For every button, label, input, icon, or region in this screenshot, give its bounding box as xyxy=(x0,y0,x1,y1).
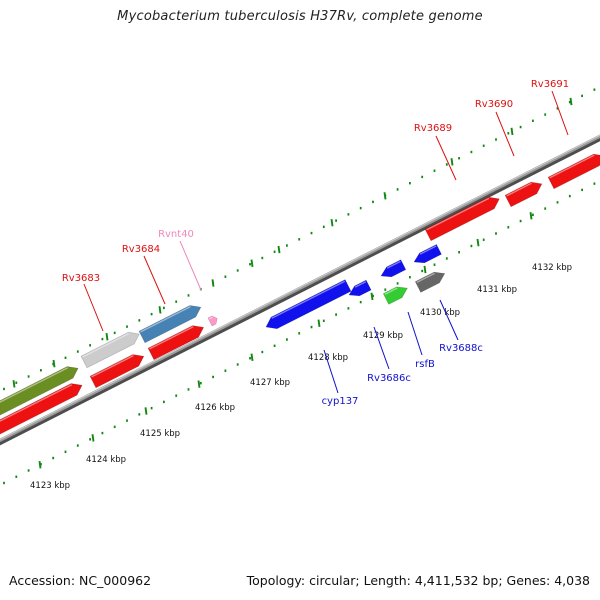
feature-layer xyxy=(0,153,600,442)
label-rvnt40: Rvnt40 xyxy=(158,229,194,240)
forward-gene xyxy=(207,315,218,327)
major-tick xyxy=(144,407,148,415)
label-rv3683: Rv3683 xyxy=(62,273,100,284)
major-tick xyxy=(250,259,254,267)
reverse-gene xyxy=(414,271,446,293)
label-cyp137-leader xyxy=(323,349,339,394)
major-tick xyxy=(450,158,454,166)
label-rv3686c: Rv3686c xyxy=(367,373,411,384)
major-tick xyxy=(52,359,56,368)
label-cyp137: cyp137 xyxy=(322,396,359,407)
major-tick xyxy=(12,380,16,388)
major-tick xyxy=(317,319,321,327)
accession-text: Accession: NC_000962 xyxy=(9,573,152,588)
forward-gene xyxy=(138,305,202,344)
label-rv3686c-leader xyxy=(373,326,390,370)
scale-label: 4130 kbp xyxy=(420,308,460,318)
label-rv3689-leader xyxy=(435,135,457,181)
scale-label: 4132 kbp xyxy=(532,263,572,273)
forward-gene xyxy=(504,181,543,208)
reverse-gene xyxy=(413,244,442,264)
forward-gene xyxy=(80,331,140,369)
label-rv3691-leader xyxy=(551,90,569,136)
major-tick xyxy=(277,245,281,254)
label-rsfb-leader xyxy=(407,311,423,356)
major-tick xyxy=(569,97,573,106)
forward-gene xyxy=(424,196,500,242)
major-tick xyxy=(529,212,533,220)
backbone-layer xyxy=(0,134,600,446)
major-tick xyxy=(370,292,374,301)
scale-label: 4128 kbp xyxy=(308,353,348,363)
forward-tick-track xyxy=(3,88,596,391)
major-tick xyxy=(91,434,95,442)
genome-title: Mycobacterium tuberculosis H37Rv, comple… xyxy=(117,9,483,24)
label-rv3683-leader xyxy=(83,283,104,332)
scale-label: 4129 kbp xyxy=(363,331,403,341)
major-tick xyxy=(197,380,201,388)
major-tick xyxy=(105,333,109,341)
forward-gene xyxy=(147,325,205,361)
scale-label: 4124 kbp xyxy=(86,455,126,465)
major-tick xyxy=(211,279,215,287)
label-rv3690-leader xyxy=(495,111,515,157)
label-rv3684: Rv3684 xyxy=(122,244,160,255)
label-rv3689: Rv3689 xyxy=(414,123,452,134)
genome-summary-text: Topology: circular; Length: 4,411,532 bp… xyxy=(246,573,590,588)
major-tick xyxy=(510,127,514,136)
label-layer: 4123 kbp 4124 kbp 4125 kbp 4126 kbp 4127 kbp… xyxy=(30,79,572,491)
reverse-gene xyxy=(382,286,408,305)
major-tick xyxy=(476,238,480,247)
forward-gene xyxy=(547,153,600,190)
scale-label: 4123 kbp xyxy=(30,481,70,491)
label-rv3690: Rv3690 xyxy=(475,99,513,110)
reverse-gene xyxy=(380,259,407,278)
label-rvnt40-leader xyxy=(179,240,202,291)
tick-layer xyxy=(3,88,596,485)
reverse-gene xyxy=(348,279,372,297)
label-rv3688c: Rv3688c xyxy=(439,343,483,354)
genome-backbone xyxy=(0,134,600,446)
major-tick xyxy=(423,265,427,274)
major-tick xyxy=(158,306,162,314)
forward-gene xyxy=(89,354,145,389)
scale-label: 4127 kbp xyxy=(250,378,290,388)
label-rv3691: Rv3691 xyxy=(531,79,569,90)
label-rsfb: rsfB xyxy=(415,359,435,370)
major-tick xyxy=(38,460,42,469)
scale-label: 4125 kbp xyxy=(140,429,180,439)
scale-label: 4131 kbp xyxy=(477,285,517,295)
reverse-tick-track xyxy=(3,182,596,485)
label-rv3688c-leader xyxy=(439,299,459,341)
forward-gene xyxy=(0,383,83,442)
major-tick xyxy=(330,218,334,227)
label-rv3684-leader xyxy=(143,255,166,305)
scale-label: 4126 kbp xyxy=(195,403,235,413)
forward-gene xyxy=(0,366,79,425)
reverse-gene xyxy=(265,279,352,330)
major-tick xyxy=(383,192,387,200)
major-tick xyxy=(250,353,254,361)
